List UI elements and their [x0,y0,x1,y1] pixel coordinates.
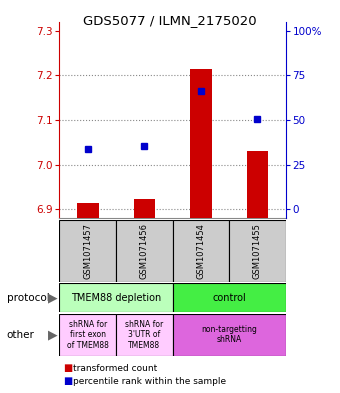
Bar [116,314,173,356]
Text: GSM1071454: GSM1071454 [196,223,205,279]
Text: GDS5077 / ILMN_2175020: GDS5077 / ILMN_2175020 [83,14,257,27]
Bar [173,314,286,356]
Bar [229,220,286,282]
Text: other: other [7,330,35,340]
Bar [173,220,229,282]
Text: GSM1071455: GSM1071455 [253,223,262,279]
Text: non-targetting
shRNA: non-targetting shRNA [201,325,257,344]
Text: ■: ■ [63,376,72,386]
Text: ▶: ▶ [48,328,57,342]
Bar [190,68,211,218]
Text: GSM1071457: GSM1071457 [83,223,92,279]
Bar [59,283,173,312]
Text: GSM1071456: GSM1071456 [140,223,149,279]
Text: shRNA for
first exon
of TMEM88: shRNA for first exon of TMEM88 [67,320,109,349]
Bar [246,151,268,218]
Text: percentile rank within the sample: percentile rank within the sample [73,377,226,386]
Text: control: control [212,293,246,303]
Bar [59,220,116,282]
Bar [173,283,286,312]
Text: ▶: ▶ [48,291,57,304]
Bar [59,314,116,356]
Bar [134,199,155,218]
Text: transformed count: transformed count [73,364,157,373]
Bar [77,204,99,218]
Text: protocol: protocol [7,292,50,303]
Bar [116,220,173,282]
Text: shRNA for
3'UTR of
TMEM88: shRNA for 3'UTR of TMEM88 [125,320,164,349]
Text: TMEM88 depletion: TMEM88 depletion [71,293,161,303]
Text: ■: ■ [63,363,72,373]
